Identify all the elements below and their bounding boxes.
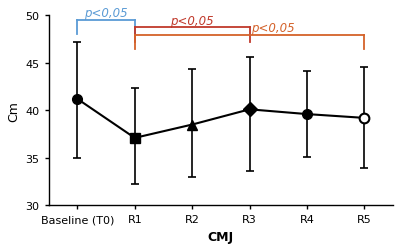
Y-axis label: Cm: Cm (7, 100, 20, 121)
Text: p<0,05: p<0,05 (251, 22, 294, 35)
Text: p<0,05: p<0,05 (84, 7, 128, 20)
X-axis label: CMJ: CMJ (208, 230, 234, 243)
Text: p<0,05: p<0,05 (170, 14, 214, 28)
